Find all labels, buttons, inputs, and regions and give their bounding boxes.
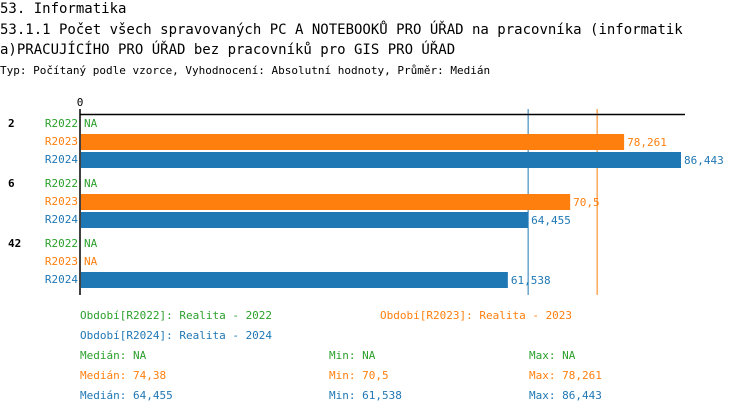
bar-r2023: [81, 134, 625, 150]
section-title: 53. Informatika: [0, 1, 127, 17]
legend-r2022: Období[R2022]: Realita - 2022: [80, 309, 273, 322]
series-label: R2022: [45, 177, 78, 190]
group-label: 42: [8, 237, 21, 250]
series-label: R2022: [45, 237, 78, 250]
series-label: R2023: [45, 195, 78, 208]
bar-value-label: 86,443: [684, 154, 724, 167]
stat-min: Min: 61,538: [329, 389, 402, 402]
bar-r2024: [81, 272, 508, 288]
bar-r2024: [81, 152, 681, 168]
stat-min: Min: NA: [329, 349, 376, 362]
stat-max: Max: NA: [529, 349, 576, 362]
chart-subtitle: Typ: Počítaný podle vzorce, Vyhodnocení:…: [0, 64, 491, 77]
series-label: R2024: [45, 273, 78, 286]
series-label: R2024: [45, 153, 78, 166]
bar-value-label: NA: [84, 255, 98, 268]
group-label: 6: [8, 177, 15, 190]
series-label: R2022: [45, 117, 78, 130]
series-label: R2024: [45, 213, 78, 226]
bar-value-label: NA: [84, 117, 98, 130]
stat-median: Medián: 74,38: [80, 369, 167, 382]
stat-median: Medián: 64,455: [80, 389, 173, 402]
stat-max: Max: 86,443: [529, 389, 602, 402]
x-tick-label: 0: [77, 96, 84, 109]
series-label: R2023: [45, 135, 78, 148]
series-label: R2023: [45, 255, 78, 268]
bar-value-label: NA: [84, 237, 98, 250]
bar-value-label: 61,538: [511, 274, 551, 287]
stat-min: Min: 70,5: [329, 369, 389, 382]
bar-r2023: [81, 194, 571, 210]
bar-value-label: 64,455: [531, 214, 571, 227]
legend-r2023: Období[R2023]: Realita - 2023: [380, 309, 573, 322]
bar-value-label: 78,261: [627, 136, 667, 149]
bar-value-label: NA: [84, 177, 98, 190]
bar-r2024: [81, 212, 529, 228]
title-line-1: 53.1.1 Počet všech spravovaných PC A NOT…: [0, 22, 683, 38]
bar-value-label: 70,5: [573, 196, 600, 209]
group-label: 2: [8, 117, 15, 130]
stat-median: Medián: NA: [80, 349, 147, 362]
legend-r2024: Období[R2024]: Realita - 2024: [80, 329, 273, 342]
stat-max: Max: 78,261: [529, 369, 602, 382]
title-line-2: a)PRACUJÍCÍHO PRO ÚŘAD bez pracovníků pr…: [0, 42, 456, 58]
